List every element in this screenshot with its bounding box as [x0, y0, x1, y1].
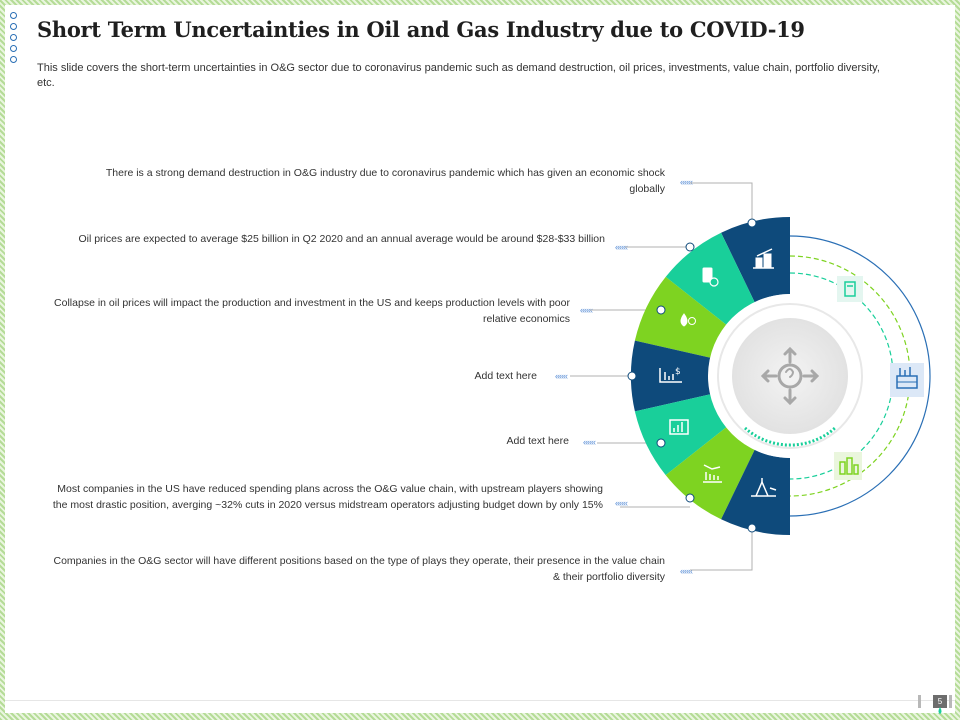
segment-3: [634, 276, 727, 358]
dollar-bar-chart-icon: [659, 368, 682, 383]
segment-4: [630, 340, 711, 412]
decor-dots: [10, 12, 17, 67]
oil-rig-icon: [751, 478, 777, 497]
oil-drop-dollar-icon: [680, 313, 696, 327]
segment-7: [721, 449, 790, 535]
arrow-marker-2: «««: [615, 242, 628, 252]
point-label-6: Most companies in the US have reduced sp…: [52, 483, 603, 511]
slide-title: Short Term Uncertainties in Oil and Gas …: [37, 17, 805, 42]
teal-drop-icon: [938, 707, 942, 714]
footer-divider: [5, 700, 955, 701]
outer-arc: [789, 235, 931, 517]
pager-right-bar: [949, 695, 952, 708]
point-label-5: Add text here: [506, 435, 569, 447]
oil-barrel-dollar-icon: [702, 267, 719, 287]
connector-dots: [627, 218, 757, 533]
growth-chart-icon: [669, 419, 689, 435]
factory-icon: [834, 452, 862, 480]
oil-tank-icon: [753, 248, 774, 269]
point-label-7: Companies in the O&G sector will have di…: [53, 555, 666, 583]
page-number: 5: [933, 695, 947, 708]
point-label-1: There is a strong demand destruction in …: [105, 167, 665, 195]
fuel-pump-icon: [837, 276, 863, 302]
point-label-4: Add text here: [474, 370, 537, 382]
arrow-marker-3: «««: [580, 305, 593, 315]
arrow-marker-7: «««: [680, 566, 693, 576]
slide-subtitle: This slide covers the short-term uncerta…: [37, 62, 880, 89]
arrow-marker-5: «««: [583, 437, 596, 447]
arrow-marker-1: «««: [680, 177, 693, 187]
declining-chart-icon: [703, 464, 722, 483]
arrow-marker-6: «««: [615, 498, 628, 508]
refinery-icon: [890, 363, 924, 397]
point-label-3: Collapse in oil prices will impact the p…: [54, 297, 570, 325]
dollar-sign: $: [675, 367, 681, 377]
pager-left-bar: [918, 695, 921, 708]
arrow-marker-4: «««: [555, 371, 568, 381]
question-arrows-icon: [760, 346, 820, 406]
point-label-2: Oil prices are expected to average $25 b…: [78, 233, 605, 245]
center-dotted-arc: [744, 426, 836, 447]
